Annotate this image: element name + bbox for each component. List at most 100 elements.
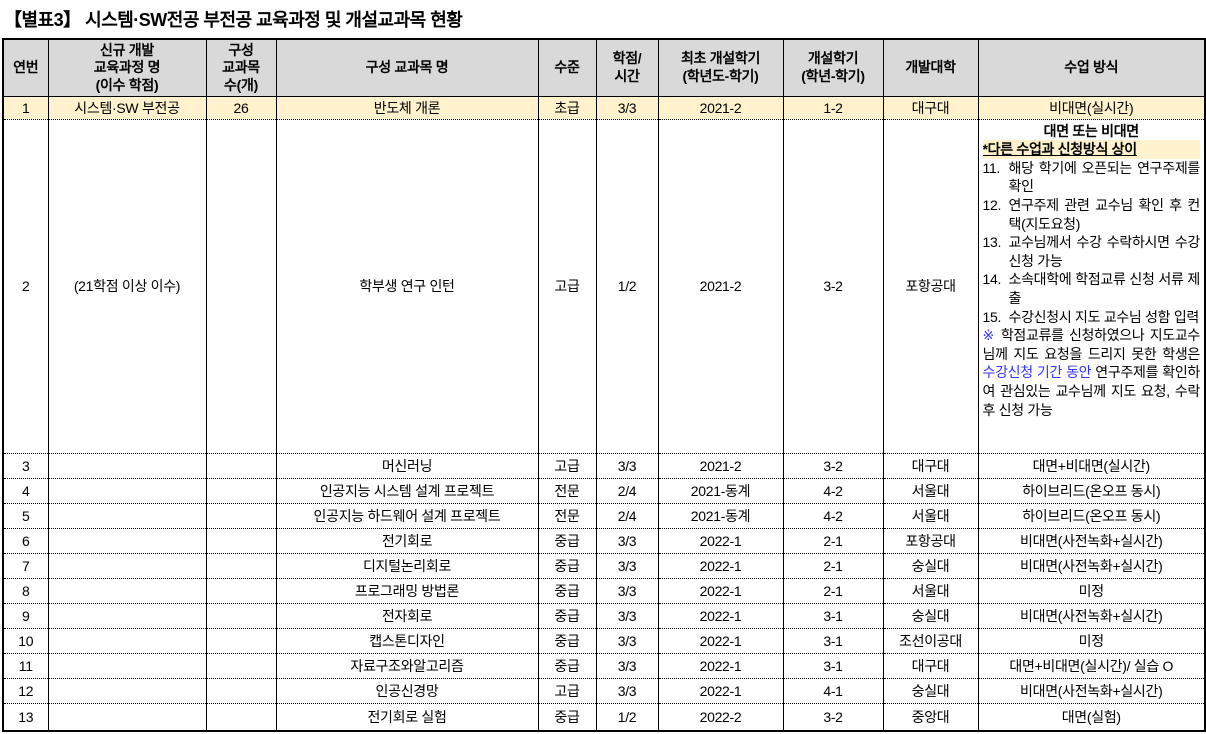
cell-subject-name: 인공신경망 bbox=[275, 677, 539, 704]
step-text: 교수님께서 수강 수락하시면 수강신청 가능 bbox=[1008, 234, 1201, 269]
cell-level: 중급 bbox=[537, 627, 597, 654]
cell-course-name bbox=[47, 452, 207, 479]
cell-subject-count bbox=[205, 677, 277, 704]
page-title: 【별표3】 시스템·SW전공 부전공 교육과정 및 개설교과목 현황 bbox=[4, 10, 463, 30]
cell-level: 전문 bbox=[537, 477, 597, 504]
cell-offered-term: 3-2 bbox=[782, 702, 884, 732]
cell-method: 미정 bbox=[977, 577, 1206, 604]
cell-credit-hours: 3/3 bbox=[595, 652, 659, 679]
cell-subject-name: 자료구조와알고리즘 bbox=[275, 652, 539, 679]
cell-credit-hours: 3/3 bbox=[595, 552, 659, 579]
cell-offered-term: 3-1 bbox=[782, 627, 884, 654]
header-offered-term: 개설학기 (학년-학기) bbox=[782, 38, 884, 97]
cell-credit-hours: 1/2 bbox=[595, 118, 659, 454]
cell-no: 6 bbox=[2, 527, 49, 554]
method-step: 15. 수강신청시 지도 교수님 성함 입력 bbox=[983, 308, 1201, 327]
cell-offered-term: 3-1 bbox=[782, 652, 884, 679]
cell-course-name bbox=[47, 677, 207, 704]
cell-credit-hours: 3/3 bbox=[595, 527, 659, 554]
cell-subject-count bbox=[205, 527, 277, 554]
table-row: 13 전기회로 실험 중급 1/2 2022-2 3-2 중앙대 대면(실험) bbox=[2, 702, 1206, 732]
cell-offered-term: 2-1 bbox=[782, 552, 884, 579]
cell-university: 포항공대 bbox=[882, 118, 979, 454]
table-row: 5 인공지능 하드웨어 설계 프로젝트 전문 2/4 2021-동계 4-2 서… bbox=[2, 502, 1206, 529]
method-step: 14. 소속대학에 학점교류 신청 서류 제출 bbox=[983, 270, 1201, 307]
method-step: 12. 연구주제 관련 교수님 확인 후 컨택(지도요청) bbox=[983, 196, 1201, 233]
cell-level: 중급 bbox=[537, 577, 597, 604]
table-row: 10 캡스톤디자인 중급 3/3 2022-1 3-1 조선이공대 미정 bbox=[2, 627, 1206, 654]
cell-no: 8 bbox=[2, 577, 49, 604]
table-row: 11 자료구조와알고리즘 중급 3/3 2022-1 3-1 대구대 대면+비대… bbox=[2, 652, 1206, 679]
table-row: 9 전자회로 중급 3/3 2022-1 3-1 숭실대 비대면(사전녹화+실시… bbox=[2, 602, 1206, 629]
cell-no: 3 bbox=[2, 452, 49, 479]
cell-credit-hours: 3/3 bbox=[595, 95, 659, 120]
cell-course-name bbox=[47, 502, 207, 529]
cell-first-term: 2021-동계 bbox=[657, 502, 784, 529]
cell-subject-name: 반도체 개론 bbox=[275, 95, 539, 120]
cell-course-name bbox=[47, 552, 207, 579]
cell-method: 대면(실험) bbox=[977, 702, 1206, 732]
cell-no: 4 bbox=[2, 477, 49, 504]
method-step: 11. 해당 학기에 오픈되는 연구주제를 확인 bbox=[983, 159, 1201, 196]
cell-credit-hours: 3/3 bbox=[595, 602, 659, 629]
cell-first-term: 2021-2 bbox=[657, 452, 784, 479]
cell-no: 7 bbox=[2, 552, 49, 579]
cell-university: 서울대 bbox=[882, 502, 979, 529]
method-heading: 대면 또는 비대면 bbox=[1043, 122, 1140, 139]
cell-no: 1 bbox=[2, 95, 49, 120]
step-number: 13. bbox=[982, 234, 1002, 251]
cell-level: 전문 bbox=[537, 502, 597, 529]
cell-first-term: 2021-2 bbox=[657, 118, 784, 454]
cell-method: 하이브리드(온오프 동시) bbox=[977, 477, 1206, 504]
cell-method: 비대면(사전녹화+실시간) bbox=[977, 527, 1206, 554]
cell-subject-count bbox=[205, 627, 277, 654]
cell-credit-hours: 3/3 bbox=[595, 627, 659, 654]
cell-subject-name: 인공지능 하드웨어 설계 프로젝트 bbox=[275, 502, 539, 529]
header-method: 수업 방식 bbox=[977, 38, 1206, 97]
cell-method-detail: 대면 또는 비대면 *다른 수업과 신청방식 상이 11. 해당 학기에 오픈되… bbox=[977, 118, 1206, 454]
cell-method: 대면+비대면(실시간) bbox=[977, 452, 1206, 479]
cell-level: 초급 bbox=[537, 95, 597, 120]
table-row: 4 인공지능 시스템 설계 프로젝트 전문 2/4 2021-동계 4-2 서울… bbox=[2, 477, 1206, 504]
cell-first-term: 2022-1 bbox=[657, 652, 784, 679]
cell-no: 13 bbox=[2, 702, 49, 732]
cell-subject-count bbox=[205, 502, 277, 529]
cell-first-term: 2022-2 bbox=[657, 702, 784, 732]
cell-course-name: (21학점 이상 이수) bbox=[47, 118, 207, 454]
cell-offered-term: 2-1 bbox=[782, 577, 884, 604]
cell-subject-name: 전기회로 bbox=[275, 527, 539, 554]
cell-subject-count bbox=[205, 552, 277, 579]
cell-subject-name: 인공지능 시스템 설계 프로젝트 bbox=[275, 477, 539, 504]
header-first-term: 최초 개설학기 (학년도-학기) bbox=[657, 38, 784, 97]
table-row: 7 디지털논리회로 중급 3/3 2022-1 2-1 숭실대 비대면(사전녹화… bbox=[2, 552, 1206, 579]
table-row: 6 전기회로 중급 3/3 2022-1 2-1 포항공대 비대면(사전녹화+실… bbox=[2, 527, 1206, 554]
cell-subject-count bbox=[205, 118, 277, 454]
cell-no: 5 bbox=[2, 502, 49, 529]
cell-course-name bbox=[47, 577, 207, 604]
cell-first-term: 2022-1 bbox=[657, 577, 784, 604]
cell-university: 포항공대 bbox=[882, 527, 979, 554]
method-step: 13. 교수님께서 수강 수락하시면 수강신청 가능 bbox=[983, 233, 1201, 270]
cell-university: 조선이공대 bbox=[882, 627, 979, 654]
cell-course-name: 시스템·SW 부전공 bbox=[47, 95, 207, 120]
header-no: 연번 bbox=[2, 38, 49, 97]
cell-method: 비대면(실시간) bbox=[977, 95, 1206, 120]
step-number: 15. bbox=[982, 308, 1002, 325]
cell-level: 고급 bbox=[537, 677, 597, 704]
cell-no: 12 bbox=[2, 677, 49, 704]
cell-level: 중급 bbox=[537, 552, 597, 579]
cell-level: 고급 bbox=[537, 118, 597, 454]
cell-method: 하이브리드(온오프 동시) bbox=[977, 502, 1206, 529]
cell-subject-name: 학부생 연구 인턴 bbox=[275, 118, 539, 454]
cell-subject-name: 프로그래밍 방법론 bbox=[275, 577, 539, 604]
cell-subject-name: 머신러닝 bbox=[275, 452, 539, 479]
note-text-blue: 수강신청 기간 동안 bbox=[982, 364, 1092, 381]
cell-university: 숭실대 bbox=[882, 602, 979, 629]
cell-university: 숭실대 bbox=[882, 677, 979, 704]
table-row: 2 (21학점 이상 이수) 학부생 연구 인턴 고급 1/2 2021-2 3… bbox=[2, 118, 1206, 454]
header-subject-count: 구성 교과목 수(개) bbox=[205, 38, 277, 97]
cell-level: 중급 bbox=[537, 602, 597, 629]
cell-offered-term: 3-2 bbox=[782, 452, 884, 479]
cell-subject-name: 전자회로 bbox=[275, 602, 539, 629]
